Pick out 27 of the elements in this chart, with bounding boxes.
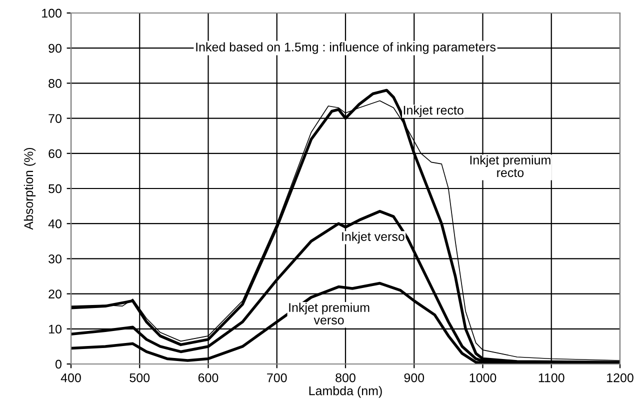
series-label: Inkjet recto bbox=[404, 105, 464, 118]
text: Inked based on 1.5mg : influence of inking parameters bbox=[196, 42, 496, 54]
y-tick-label: 90 bbox=[48, 44, 62, 53]
series-label: Inkjet verso bbox=[342, 232, 404, 244]
x-tick-label: 900 bbox=[404, 373, 424, 382]
y-tick-label: 30 bbox=[48, 254, 62, 264]
y-tick-label: 80 bbox=[48, 79, 62, 88]
x-tick-label: 800 bbox=[336, 373, 356, 382]
x-tick-label: 500 bbox=[130, 373, 150, 382]
x-tick-label: 600 bbox=[198, 373, 218, 382]
x-tick-label: 700 bbox=[267, 373, 287, 382]
x-axis-title: Lambda (nm) bbox=[309, 386, 382, 398]
y-tick-label: 60 bbox=[48, 149, 62, 158]
y-tick-label: 40 bbox=[48, 219, 62, 228]
y-tick-label: 20 bbox=[48, 290, 62, 298]
y-tick-label: 70 bbox=[48, 114, 62, 123]
y-tick-label: 100 bbox=[42, 8, 62, 18]
y-tick-label: 50 bbox=[48, 184, 62, 194]
x-tick-label: 400 bbox=[60, 373, 81, 382]
x-tick-label: 1100 bbox=[538, 373, 564, 382]
y-tick-label: 0 bbox=[56, 360, 62, 369]
x-tick-label: 1200 bbox=[607, 373, 634, 382]
y-axis-title: Absorption (%) bbox=[24, 148, 36, 230]
series-label: Inkjet premium verso bbox=[289, 302, 370, 324]
series-label: Inkjet premium recto bbox=[470, 155, 550, 178]
y-tick-label: 10 bbox=[49, 324, 62, 334]
x-tick-label: 1000 bbox=[470, 373, 496, 382]
